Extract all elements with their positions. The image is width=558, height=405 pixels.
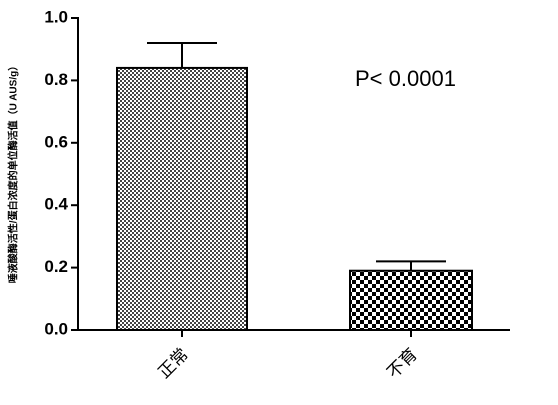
x-tick-label: 不育 [384, 345, 421, 382]
y-tick-label: 0.8 [44, 70, 68, 89]
y-tick-label: 0.0 [44, 319, 68, 338]
bar [349, 269, 473, 331]
bar [116, 66, 248, 331]
y-tick-label: 0.2 [44, 257, 68, 276]
annotation: P< 0.0001 [355, 66, 456, 91]
x-tick-label: 正常 [155, 345, 192, 382]
y-tick-label: 0.4 [44, 195, 68, 214]
y-tick-label: 1.0 [44, 7, 68, 26]
y-tick-label: 0.6 [44, 132, 68, 151]
y-axis-label: 唾液酸酶活性/蛋白浓度的单位酶活值（U AUS/g） [7, 61, 20, 283]
